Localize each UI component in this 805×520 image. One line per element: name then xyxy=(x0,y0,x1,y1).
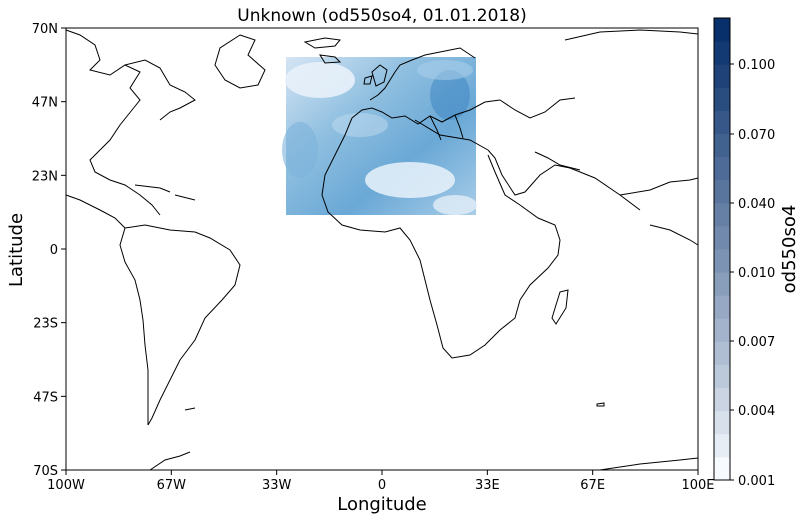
colorbar-bin xyxy=(714,249,730,273)
colorbar-tick-label: 0.040 xyxy=(738,197,775,212)
colorbar-bin xyxy=(714,295,730,319)
x-tick-label: 67W xyxy=(157,478,187,493)
colorbar-tick-label: 0.010 xyxy=(738,266,775,281)
colorbar-bin xyxy=(714,133,730,158)
y-axis-ticks: 70N 47N 23N 0 23S 47S 70S xyxy=(32,22,66,479)
map-title: Unknown (od550so4, 01.01.2018) xyxy=(237,6,526,26)
colorbar-bin xyxy=(714,18,730,42)
colorbar-tick-label: 0.070 xyxy=(738,128,775,143)
x-tick-label: 33W xyxy=(262,478,292,493)
colorbar-tick-label: 0.007 xyxy=(738,335,775,350)
colorbar-bin xyxy=(714,341,730,365)
colorbar-bin xyxy=(714,156,730,181)
y-tick-label: 47S xyxy=(33,390,58,405)
colorbar-bin xyxy=(714,64,730,88)
colorbar-bins xyxy=(714,18,730,481)
x-tick-label: 33E xyxy=(475,478,500,493)
colorbar-tick-label: 0.004 xyxy=(738,404,775,419)
x-tick-label: 67E xyxy=(580,478,605,493)
colorbar-bin xyxy=(714,225,730,250)
colorbar-bin xyxy=(714,87,730,111)
colorbar-bin xyxy=(714,318,730,342)
colorbar-bin xyxy=(714,410,730,435)
x-tick-label: 100W xyxy=(47,478,85,493)
colorbar-bin xyxy=(714,179,730,204)
colorbar-bin xyxy=(714,364,730,389)
coastlines xyxy=(65,29,699,471)
x-axis-label: Longitude xyxy=(337,494,427,515)
colorbar-bin xyxy=(714,387,730,412)
colorbar: 0.100 0.070 0.040 0.010 0.007 0.004 0.001 od55… xyxy=(713,17,800,489)
x-axis-ticks: 100W 67W 33W 0 33E 67E 100E xyxy=(47,470,715,493)
colorbar-tick-label: 0.001 xyxy=(738,474,775,489)
y-tick-label: 70S xyxy=(33,464,58,479)
colorbar-bin xyxy=(714,433,730,458)
colorbar-tick-label: 0.100 xyxy=(738,58,775,73)
y-tick-label: 23N xyxy=(32,169,58,184)
y-tick-label: 23S xyxy=(33,317,58,332)
colorbar-bin xyxy=(714,110,730,134)
y-tick-label: 70N xyxy=(32,22,58,37)
colorbar-frame xyxy=(713,17,731,481)
y-axis-label: Latitude xyxy=(6,213,27,287)
x-tick-label: 100E xyxy=(681,478,714,493)
colorbar-bin xyxy=(714,202,730,227)
y-tick-label: 47N xyxy=(32,96,58,111)
y-tick-label: 0 xyxy=(50,243,58,258)
x-tick-label: 0 xyxy=(378,478,386,493)
map-axes: 100W 67W 33W 0 33E 67E 100E 70N47N23N023S47S70… xyxy=(32,22,715,493)
colorbar-bin xyxy=(714,456,730,481)
colorbar-ticks: 0.100 0.070 0.040 0.010 0.007 0.004 0.001 xyxy=(730,58,775,489)
colorbar-label: od550so4 xyxy=(779,205,800,294)
colorbar-bin xyxy=(714,272,730,296)
colorbar-bin xyxy=(714,41,730,65)
